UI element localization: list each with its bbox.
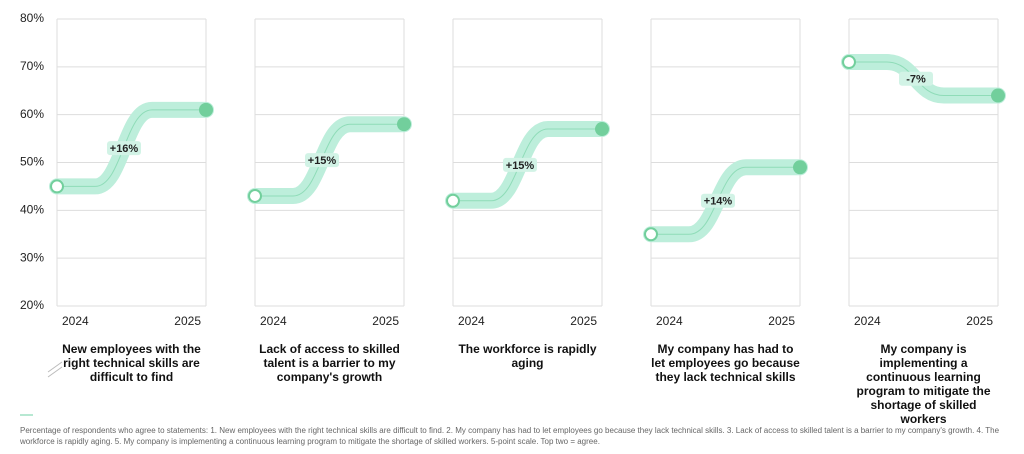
x-tick-label: 2024 (62, 314, 89, 328)
x-tick-label: 2024 (656, 314, 683, 328)
panel-title: My company is implementing a continuous … (856, 342, 991, 426)
y-tick-label: 60% (20, 107, 44, 121)
start-point (842, 55, 856, 70)
panel-title: New employees with the right technical s… (62, 342, 201, 384)
change-label: -7% (906, 74, 926, 86)
end-point (991, 88, 1005, 103)
y-tick-label: 80% (20, 11, 44, 25)
y-tick-label: 50% (20, 155, 44, 169)
change-label: +16% (110, 143, 139, 155)
annotation-bg (503, 157, 537, 172)
x-tick-label: 2024 (260, 314, 287, 328)
y-tick-label: 30% (20, 250, 44, 264)
panel-title: Lack of access to skilled talent is a ba… (259, 342, 400, 384)
start-point (644, 227, 658, 242)
end-point (595, 122, 609, 137)
annotation-bg (701, 193, 735, 208)
x-tick-label: 2024 (854, 314, 881, 328)
x-tick-label: 2025 (768, 314, 795, 328)
y-tick-label: 20% (20, 298, 44, 312)
start-point (446, 193, 460, 208)
x-tick-label: 2025 (174, 314, 201, 328)
axis-break (47, 366, 63, 378)
end-point (793, 160, 807, 175)
x-tick-label: 2024 (458, 314, 485, 328)
change-label: +15% (308, 155, 337, 167)
y-tick-label: 40% (20, 203, 44, 217)
change-label: +15% (506, 160, 535, 172)
annotation-bg (899, 71, 933, 86)
panel-title: My company has had to let employees go b… (651, 342, 800, 384)
x-tick-label: 2025 (372, 314, 399, 328)
axis-break (47, 361, 63, 373)
end-point (199, 102, 213, 117)
y-tick-label: 70% (20, 59, 44, 73)
change-label: +14% (704, 196, 733, 208)
annotation-bg (107, 141, 141, 156)
start-point (248, 188, 262, 203)
panel-title: The workforce is rapidly aging (458, 342, 597, 370)
x-tick-label: 2025 (570, 314, 597, 328)
end-point (397, 117, 411, 132)
start-point (50, 179, 64, 194)
x-tick-label: 2025 (966, 314, 993, 328)
footnote: Percentage of respondents who agree to s… (20, 426, 1000, 446)
annotation-bg (305, 153, 339, 168)
